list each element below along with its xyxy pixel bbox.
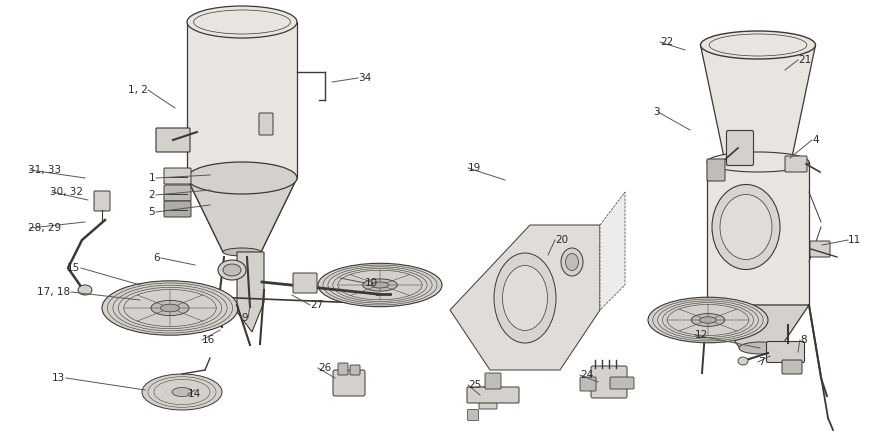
Text: 8: 8 <box>799 335 806 345</box>
FancyBboxPatch shape <box>590 366 627 398</box>
Ellipse shape <box>647 297 767 343</box>
Text: 10: 10 <box>365 278 378 288</box>
Ellipse shape <box>151 300 189 316</box>
FancyBboxPatch shape <box>580 377 595 391</box>
Text: 31, 33: 31, 33 <box>28 165 61 175</box>
FancyBboxPatch shape <box>187 22 296 178</box>
FancyBboxPatch shape <box>781 360 801 374</box>
FancyBboxPatch shape <box>484 373 501 389</box>
FancyBboxPatch shape <box>467 409 478 420</box>
Text: 6: 6 <box>153 253 160 263</box>
FancyBboxPatch shape <box>809 241 829 257</box>
Text: 21: 21 <box>797 55 810 65</box>
Ellipse shape <box>706 152 808 172</box>
Text: 2: 2 <box>149 190 155 200</box>
Ellipse shape <box>362 279 397 291</box>
Ellipse shape <box>218 260 246 280</box>
Polygon shape <box>236 252 263 332</box>
FancyBboxPatch shape <box>706 162 808 305</box>
Ellipse shape <box>502 266 547 330</box>
Text: 9: 9 <box>241 313 248 323</box>
Text: 27: 27 <box>309 300 323 310</box>
Text: 11: 11 <box>847 235 860 245</box>
FancyBboxPatch shape <box>766 341 804 362</box>
FancyBboxPatch shape <box>156 128 189 152</box>
Polygon shape <box>449 225 600 370</box>
Ellipse shape <box>720 194 771 259</box>
Ellipse shape <box>565 253 578 270</box>
Text: 15: 15 <box>67 263 80 273</box>
Text: 7: 7 <box>757 357 764 367</box>
Ellipse shape <box>187 6 296 38</box>
Text: 17, 18: 17, 18 <box>36 287 70 297</box>
Ellipse shape <box>142 374 222 410</box>
Ellipse shape <box>102 281 238 335</box>
Text: 14: 14 <box>188 389 201 399</box>
FancyBboxPatch shape <box>164 168 191 184</box>
Text: 16: 16 <box>202 335 215 345</box>
Ellipse shape <box>737 357 747 365</box>
Polygon shape <box>600 192 624 310</box>
Ellipse shape <box>700 31 814 59</box>
Text: 19: 19 <box>468 163 481 173</box>
FancyBboxPatch shape <box>349 365 360 375</box>
Ellipse shape <box>172 388 192 396</box>
Ellipse shape <box>690 313 724 327</box>
Text: 30, 32: 30, 32 <box>50 187 83 197</box>
Polygon shape <box>706 305 808 348</box>
Ellipse shape <box>711 184 779 269</box>
Text: 24: 24 <box>580 370 593 380</box>
Text: 5: 5 <box>149 207 155 217</box>
Text: 26: 26 <box>318 363 331 373</box>
Text: 25: 25 <box>468 380 481 390</box>
Text: 34: 34 <box>357 73 371 83</box>
Ellipse shape <box>222 264 241 276</box>
Ellipse shape <box>561 248 582 276</box>
FancyBboxPatch shape <box>726 130 753 166</box>
Text: 4: 4 <box>811 135 818 145</box>
Ellipse shape <box>724 154 790 170</box>
FancyBboxPatch shape <box>467 387 519 403</box>
FancyBboxPatch shape <box>94 191 109 211</box>
Ellipse shape <box>494 253 555 343</box>
Polygon shape <box>187 178 296 252</box>
FancyBboxPatch shape <box>784 156 806 172</box>
Ellipse shape <box>318 263 441 307</box>
FancyBboxPatch shape <box>338 363 348 375</box>
Ellipse shape <box>738 342 780 354</box>
FancyBboxPatch shape <box>259 113 273 135</box>
FancyBboxPatch shape <box>164 201 191 217</box>
FancyBboxPatch shape <box>164 185 191 201</box>
Text: 12: 12 <box>694 330 707 340</box>
Text: 20: 20 <box>554 235 567 245</box>
FancyBboxPatch shape <box>293 273 316 293</box>
Ellipse shape <box>371 282 388 288</box>
Text: 13: 13 <box>51 373 65 383</box>
Ellipse shape <box>160 304 179 312</box>
FancyBboxPatch shape <box>706 159 724 181</box>
FancyBboxPatch shape <box>479 387 496 409</box>
Ellipse shape <box>699 317 715 323</box>
Text: 3: 3 <box>653 107 660 117</box>
Ellipse shape <box>222 248 261 256</box>
Polygon shape <box>700 45 814 162</box>
Text: 1, 2: 1, 2 <box>128 85 148 95</box>
FancyBboxPatch shape <box>609 377 634 389</box>
Text: 1: 1 <box>149 173 155 183</box>
Text: 22: 22 <box>660 37 673 47</box>
Ellipse shape <box>78 285 92 295</box>
FancyBboxPatch shape <box>333 370 365 396</box>
Ellipse shape <box>187 162 296 194</box>
Text: 28, 29: 28, 29 <box>28 223 61 233</box>
